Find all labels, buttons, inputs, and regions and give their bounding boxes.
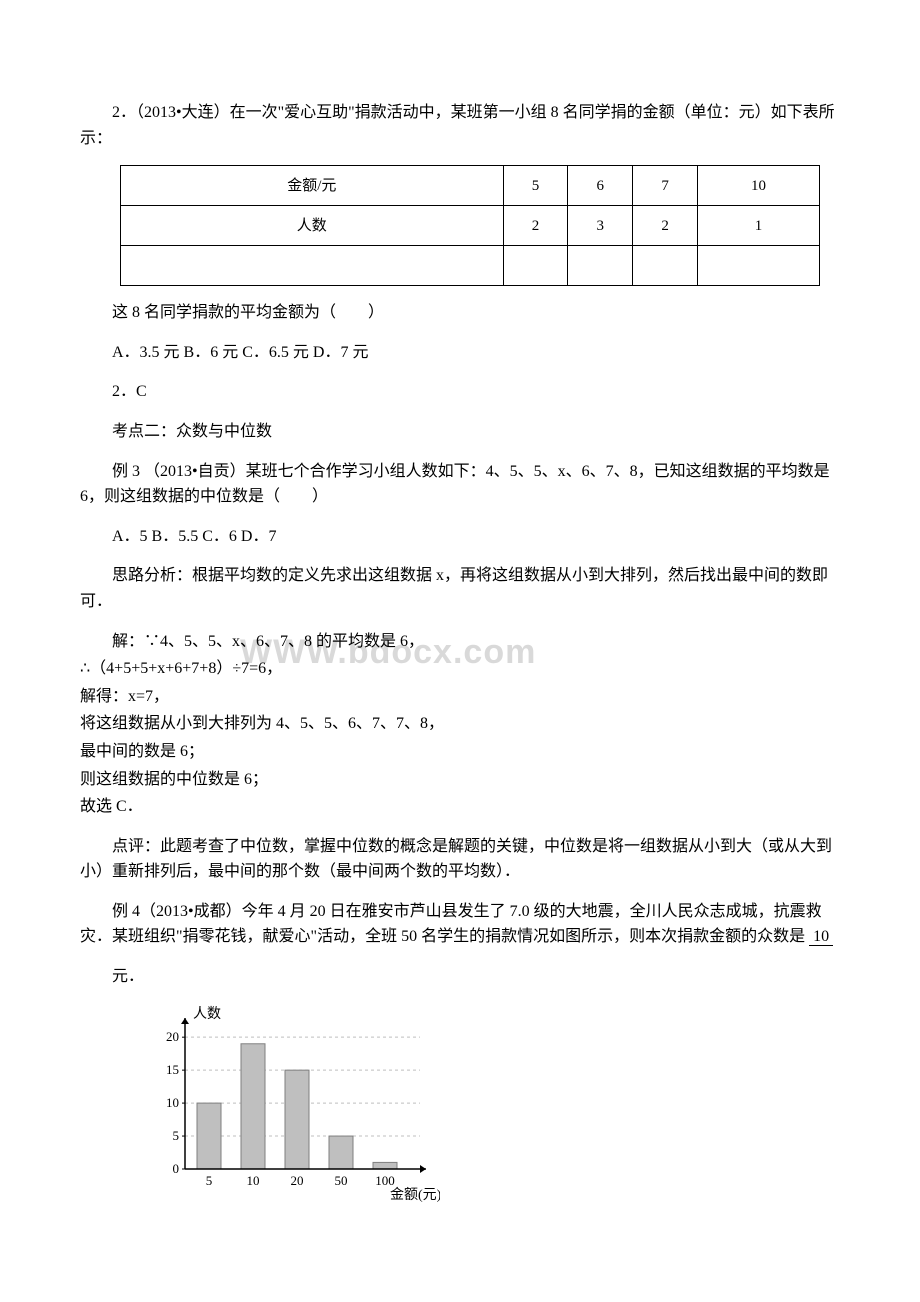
ex3-sol-line: 故选 C． — [80, 794, 840, 820]
q2-options: A．3.5 元 B．6 元 C．6.5 元 D．7 元 — [80, 340, 840, 366]
topic2-heading: 考点二：众数与中位数 — [80, 419, 840, 445]
ex3-comment: 点评：此题考查了中位数，掌握中位数的概念是解题的关键，中位数是将一组数据从小到大… — [80, 834, 840, 885]
svg-text:100: 100 — [375, 1173, 395, 1188]
svg-text:0: 0 — [173, 1161, 180, 1176]
ex4-text: 例 4（2013•成都）今年 4 月 20 日在雅安市芦山县发生了 7.0 级的… — [80, 899, 840, 950]
ex3-text: 例 3 （2013•自贡）某班七个合作学习小组人数如下：4、5、5、x、6、7、… — [80, 459, 840, 510]
ex3-sol-line: 则这组数据的中位数是 6； — [80, 767, 840, 793]
ex4-answer: 10 — [809, 928, 833, 946]
ex4-unit: 元． — [80, 964, 840, 990]
table-cell: 3 — [568, 206, 633, 246]
table-cell: 2 — [503, 206, 568, 246]
ex3-sol-line: 最中间的数是 6； — [80, 739, 840, 765]
svg-text:5: 5 — [206, 1173, 213, 1188]
svg-text:金额(元): 金额(元) — [390, 1187, 440, 1203]
ex3-options: A．5 B．5.5 C．6 D．7 — [80, 524, 840, 550]
svg-text:50: 50 — [335, 1173, 348, 1188]
ex3-sol-line: ∴（4+5+5+x+6+7+8）÷7=6， — [80, 656, 840, 682]
donation-chart: 0 5 10 15 20 5 10 20 50 100 人数金额(元) — [140, 1004, 840, 1204]
table-cell: 5 — [503, 166, 568, 206]
ex3-analysis: 思路分析：根据平均数的定义先求出这组数据 x，再将这组数据从小到大排列，然后找出… — [80, 563, 840, 614]
table-cell: 1 — [697, 206, 819, 246]
table-cell: 6 — [568, 166, 633, 206]
table-cell — [121, 246, 504, 286]
q2-text: 2．（2013•大连）在一次"爱心互助"捐款活动中，某班第一小组 8 名同学捐的… — [80, 100, 840, 151]
ex3-sol-line: 将这组数据从小到大排列为 4、5、5、6、7、7、8， — [80, 711, 840, 737]
svg-text:5: 5 — [173, 1128, 180, 1143]
table-cell: 人数 — [121, 206, 504, 246]
table-cell: 7 — [633, 166, 698, 206]
q2-answer: 2．C — [80, 379, 840, 405]
table-cell — [697, 246, 819, 286]
watermark-region: WWW.bdocx.com 解：∵4、5、5、x、6、7、8 的平均数是 6， … — [80, 629, 840, 682]
table-cell — [503, 246, 568, 286]
table-cell: 10 — [697, 166, 819, 206]
svg-text:人数: 人数 — [193, 1006, 221, 1022]
ex3-sol-line: 解：∵4、5、5、x、6、7、8 的平均数是 6， — [80, 629, 840, 655]
svg-text:10: 10 — [166, 1095, 179, 1110]
table-cell — [633, 246, 698, 286]
table-row — [121, 246, 820, 286]
table-cell: 金额/元 — [121, 166, 504, 206]
svg-text:15: 15 — [166, 1062, 179, 1077]
table-row: 金额/元 5 6 7 10 — [121, 166, 820, 206]
bar-chart-svg: 0 5 10 15 20 5 10 20 50 100 人数金额(元) — [140, 1004, 440, 1204]
table-cell: 2 — [633, 206, 698, 246]
svg-text:20: 20 — [291, 1173, 304, 1188]
table-cell — [568, 246, 633, 286]
ex4-text-part1: 例 4（2013•成都）今年 4 月 20 日在雅安市芦山县发生了 7.0 级的… — [80, 903, 822, 946]
ex3-sol-line: 解得：x=7， — [80, 684, 840, 710]
svg-text:10: 10 — [247, 1173, 260, 1188]
table-row: 人数 2 3 2 1 — [121, 206, 820, 246]
q2-question: 这 8 名同学捐款的平均金额为（ ） — [80, 300, 840, 326]
svg-text:20: 20 — [166, 1029, 179, 1044]
q2-table: 金额/元 5 6 7 10 人数 2 3 2 1 — [120, 165, 820, 286]
